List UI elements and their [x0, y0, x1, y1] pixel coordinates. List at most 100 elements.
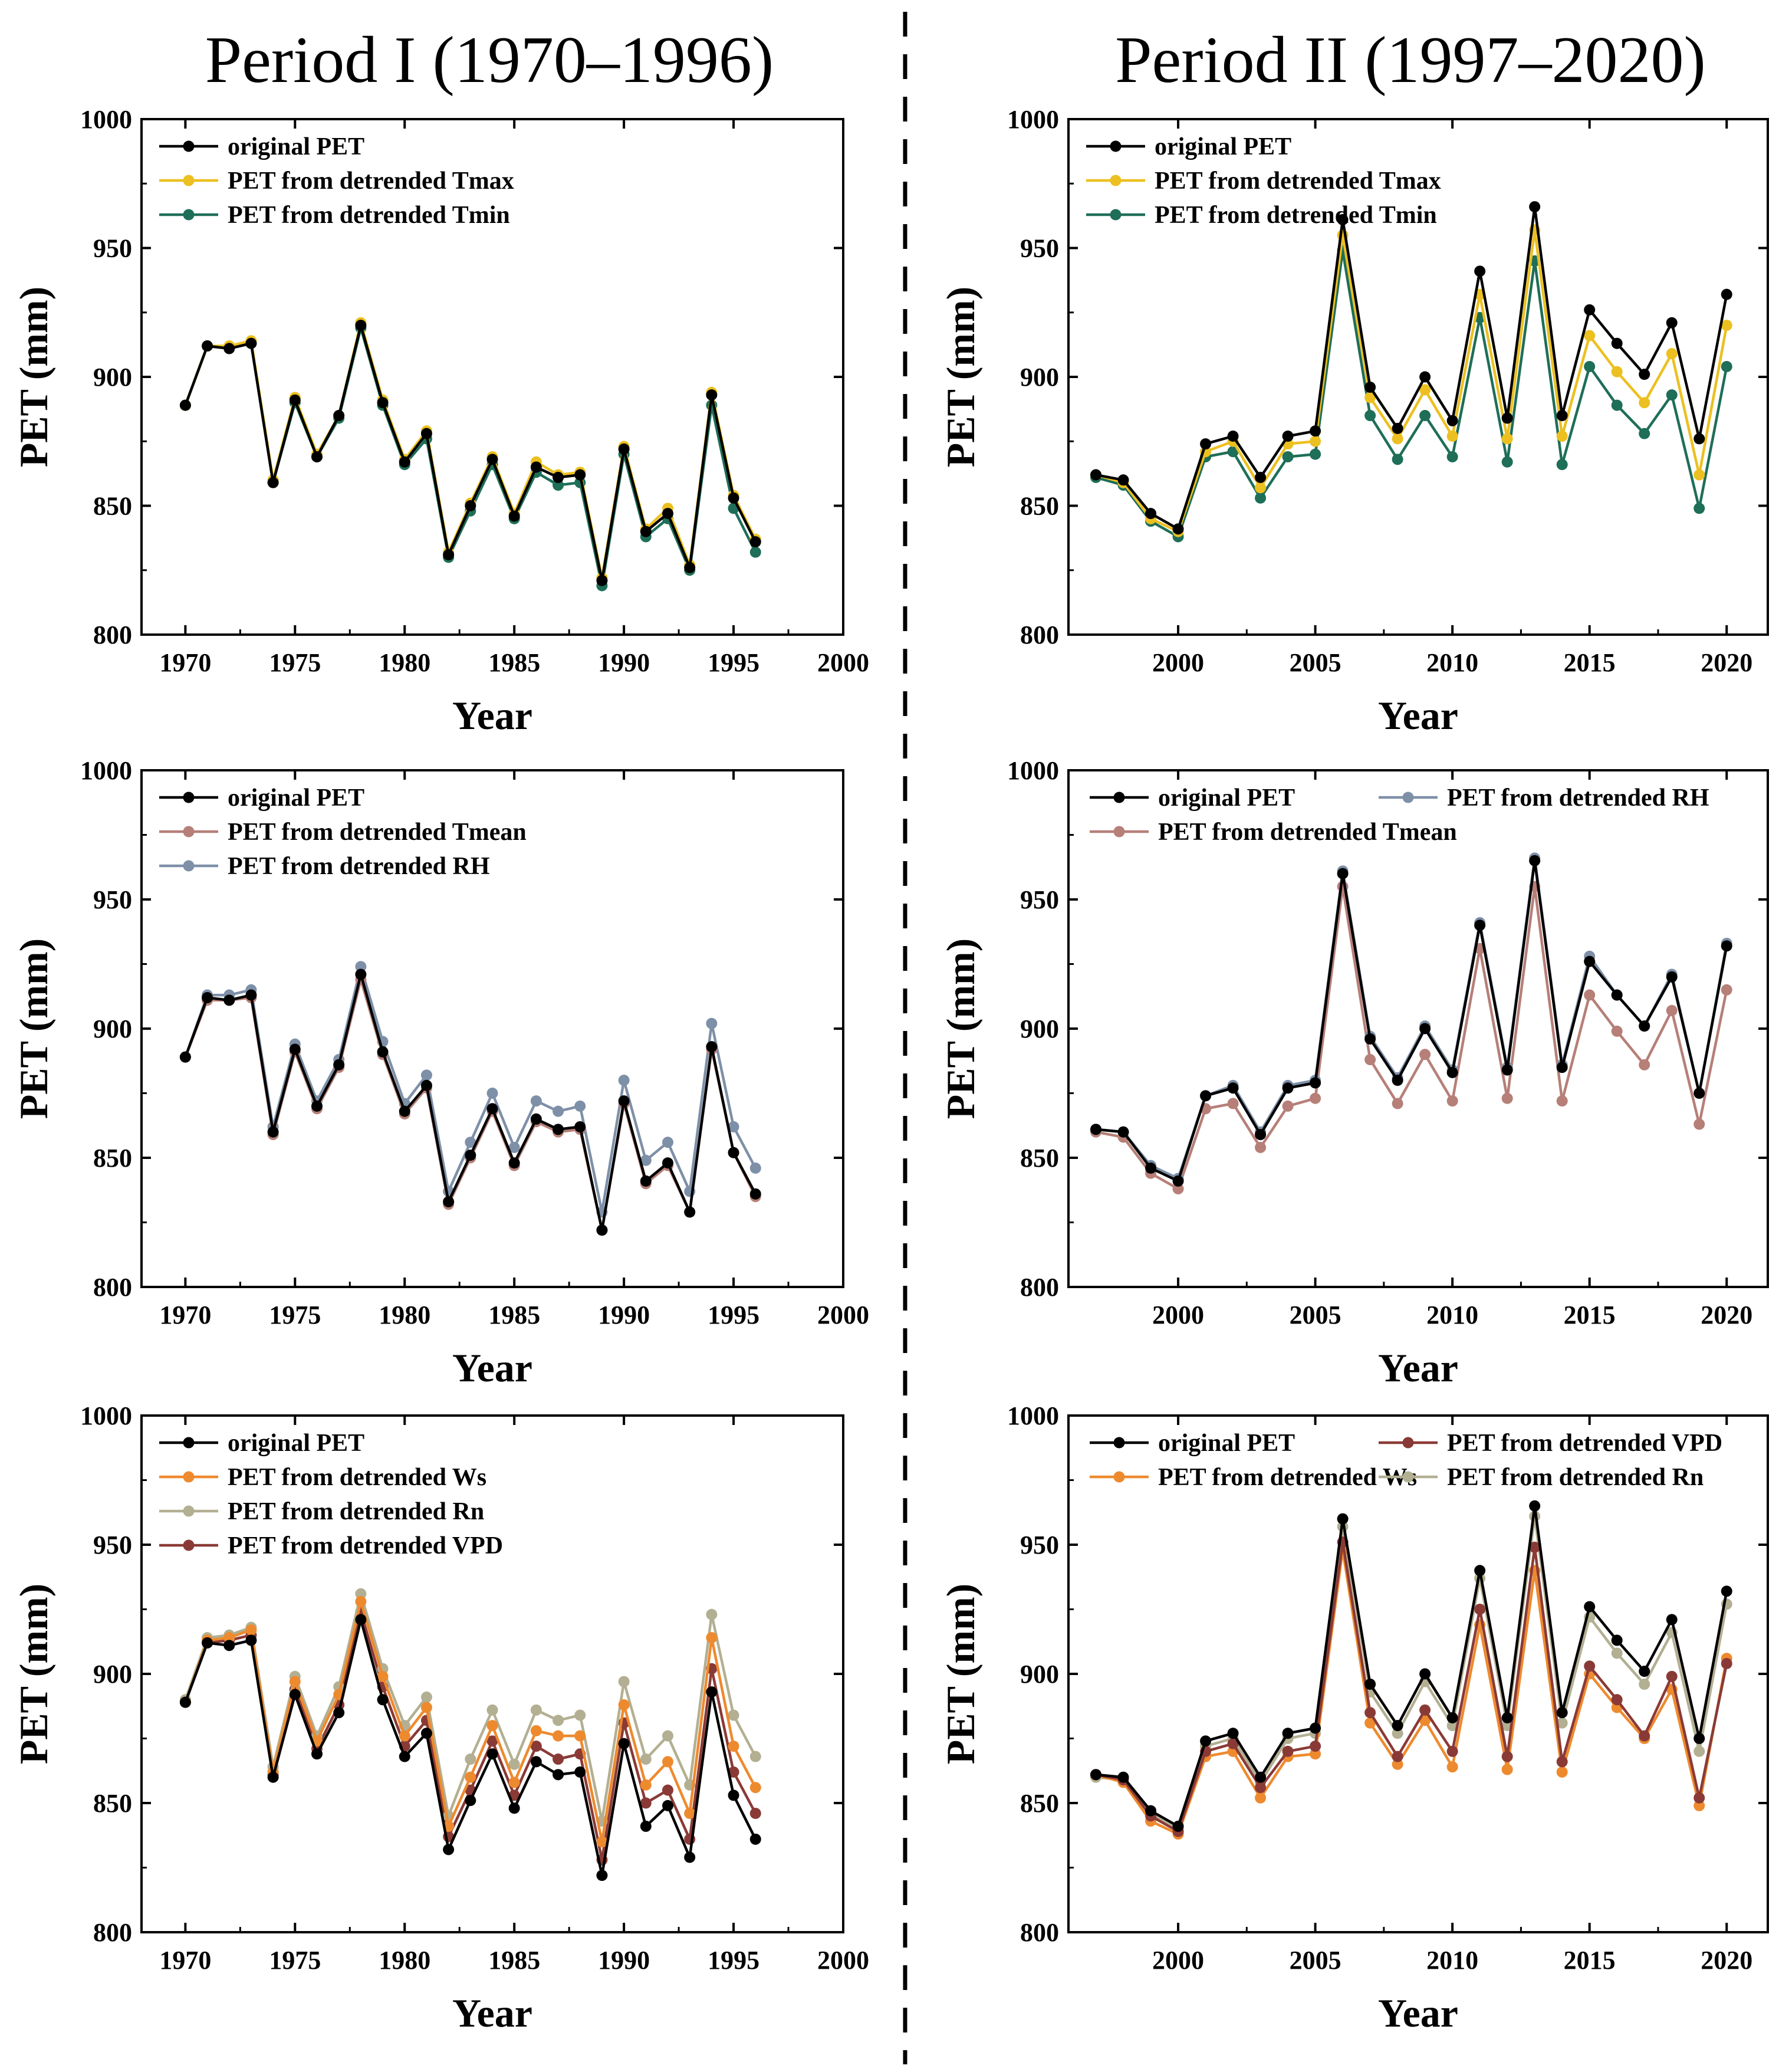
- data-point: [1666, 1614, 1678, 1626]
- data-point: [1227, 1738, 1239, 1749]
- data-point: [1501, 412, 1513, 424]
- data-point: [465, 1771, 476, 1783]
- legend-label: PET from detrended Rn: [228, 1498, 484, 1525]
- data-point: [1584, 304, 1596, 316]
- data-point: [420, 1728, 432, 1739]
- data-point: [1282, 1745, 1294, 1757]
- data-point: [1474, 920, 1486, 931]
- data-point: [1310, 1092, 1321, 1104]
- x-tick-label: 1970: [159, 1946, 211, 1975]
- series-line: [184, 324, 757, 582]
- data-point: [486, 1088, 498, 1099]
- data-point: [486, 1720, 498, 1732]
- data-point: [706, 1686, 718, 1698]
- data-point: [1721, 320, 1732, 331]
- data-point: [706, 1608, 718, 1620]
- y-tick-label: 800: [93, 1273, 132, 1302]
- data-point: [1693, 1800, 1705, 1811]
- data-point: [1639, 1020, 1650, 1032]
- legend-marker: [1402, 792, 1414, 803]
- data-point: [1639, 1679, 1650, 1690]
- data-point: [1282, 1082, 1294, 1094]
- data-point: [1310, 1722, 1321, 1734]
- data-point: [1584, 989, 1596, 1001]
- data-point: [553, 1124, 564, 1135]
- panel-p1-top: 800 850 900 950 1000 1970 1975 1980 1985 1990 1995…: [11, 105, 869, 738]
- data-point: [1721, 984, 1732, 996]
- data-point: [1639, 397, 1650, 409]
- data-point: [420, 1079, 432, 1091]
- data-point: [1666, 971, 1678, 983]
- y-tick-label: 900: [1020, 1660, 1059, 1689]
- data-point: [1392, 433, 1403, 445]
- series-original_pet: [1090, 1500, 1732, 1832]
- panel-p2-mid: 800 850 900 950 1000 2000 2005 2010 2015 2020 Year…: [938, 756, 1769, 1390]
- data-point: [420, 1691, 432, 1703]
- data-point: [1090, 1124, 1102, 1135]
- data-point: [1145, 1163, 1157, 1174]
- data-point: [1474, 1604, 1486, 1615]
- data-point: [1200, 1735, 1212, 1747]
- data-point: [1364, 1707, 1376, 1719]
- data-point: [1255, 1782, 1267, 1794]
- legend-label: PET from detrended Ws: [1158, 1464, 1417, 1491]
- data-point: [1337, 1513, 1349, 1525]
- data-point: [1693, 1745, 1705, 1757]
- legend-label: PET from detrended Rn: [1447, 1464, 1704, 1491]
- series-original_pet: [179, 320, 761, 586]
- panel-p1-bot: 800 850 900 950 1000 1970 1975 1980 1985 1990 1995…: [11, 1401, 869, 2035]
- series-original_pet: [1090, 201, 1732, 535]
- panel-p1-mid: 800 850 900 950 1000 1970 1975 1980 1985 1990 1995…: [11, 756, 869, 1390]
- data-point: [1255, 482, 1267, 494]
- data-point: [1392, 1751, 1403, 1762]
- series-original_pet: [179, 1614, 761, 1881]
- y-tick-label: 800: [1020, 1273, 1059, 1302]
- legend-label: PET from detrended Tmin: [1155, 202, 1437, 229]
- data-point: [333, 1059, 345, 1071]
- data-point: [355, 1595, 367, 1607]
- y-tick-label: 850: [1020, 492, 1059, 521]
- data-point: [1282, 1728, 1294, 1739]
- data-point: [684, 561, 696, 573]
- data-point: [618, 1699, 630, 1711]
- y-tick-label: 950: [93, 234, 132, 263]
- x-tick-label: 1975: [269, 1946, 321, 1975]
- legend-marker: [1113, 1437, 1125, 1449]
- data-point: [1419, 1704, 1431, 1716]
- x-axis-title: Year: [1378, 1345, 1458, 1390]
- series-ws: [1090, 1544, 1732, 1840]
- legend-label: PET from detrended Tmean: [1158, 819, 1457, 846]
- data-point: [530, 1704, 542, 1716]
- data-point: [553, 1105, 564, 1117]
- data-point: [202, 1637, 213, 1649]
- data-point: [1255, 1141, 1267, 1153]
- data-point: [706, 1632, 718, 1644]
- y-tick-label: 800: [93, 1918, 132, 1947]
- data-point: [1172, 1820, 1184, 1832]
- data-point: [1556, 1756, 1568, 1768]
- data-point: [1255, 1771, 1267, 1783]
- legend-marker: [1110, 209, 1122, 221]
- data-point: [465, 1137, 476, 1148]
- data-point: [399, 456, 410, 468]
- x-tick-label: 2000: [817, 648, 869, 677]
- data-point: [465, 500, 476, 511]
- data-point: [1392, 1075, 1403, 1086]
- data-point: [1310, 448, 1321, 460]
- data-point: [420, 1702, 432, 1713]
- data-point: [399, 1730, 410, 1742]
- legend-label: PET from detrended Ws: [228, 1464, 486, 1491]
- x-tick-label: 1975: [269, 648, 321, 677]
- data-point: [1227, 1098, 1239, 1109]
- y-axis-title: PET (mm): [938, 938, 983, 1119]
- series-line: [184, 326, 757, 587]
- data-point: [1392, 1728, 1403, 1739]
- series-line: [184, 321, 757, 580]
- data-point: [1117, 1771, 1129, 1783]
- data-point: [355, 320, 367, 331]
- x-tick-label: 1980: [379, 1301, 430, 1329]
- data-point: [530, 1095, 542, 1107]
- data-point: [355, 1588, 367, 1600]
- legend: original PET PET from detrended Tmax PET f…: [159, 133, 514, 229]
- data-point: [1090, 1769, 1102, 1781]
